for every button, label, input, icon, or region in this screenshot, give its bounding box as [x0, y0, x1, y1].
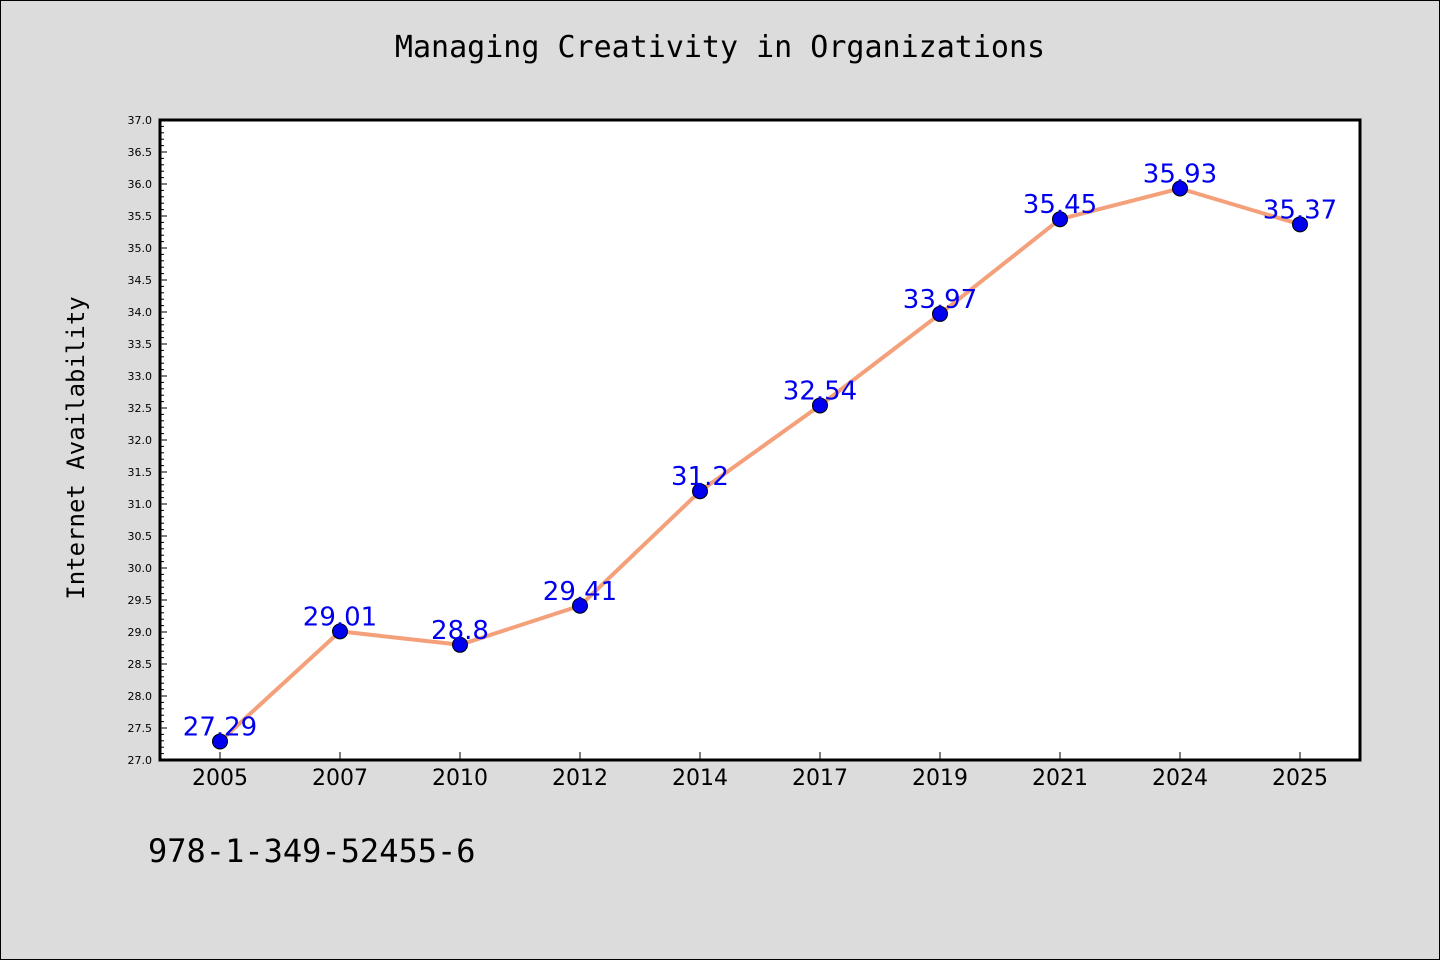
data-label: 35.45: [1023, 190, 1097, 220]
y-tick-label: 30.0: [128, 562, 153, 575]
data-point: [452, 636, 468, 653]
y-tick-label: 35.5: [128, 210, 153, 223]
data-point: [812, 397, 828, 414]
plot-area: [158, 118, 1362, 762]
y-tick-label: 32.5: [128, 402, 153, 415]
data-point: [212, 733, 228, 750]
y-tick-label: 28.5: [128, 658, 153, 671]
x-tick-label: 2025: [1272, 766, 1328, 791]
y-tick-label: 36.5: [128, 146, 153, 159]
x-tick-label: 2014: [672, 766, 728, 791]
data-label: 35.37: [1263, 195, 1337, 225]
data-point: [1172, 180, 1188, 197]
y-tick-label: 32.0: [128, 434, 153, 447]
y-tick-label: 36.0: [128, 178, 153, 191]
x-tick-label: 2007: [312, 766, 368, 791]
x-tick-label: 2024: [1152, 766, 1208, 791]
data-point: [1052, 211, 1068, 228]
y-tick-label: 34.5: [128, 274, 153, 287]
data-point: [572, 597, 588, 614]
y-tick-label: 30.5: [128, 530, 153, 543]
data-label: 33.97: [903, 285, 977, 315]
y-tick-label: 33.5: [128, 338, 153, 351]
x-tick-label: 2019: [912, 766, 968, 791]
data-point: [1292, 216, 1308, 233]
data-labels: 27.29 29.01 28.8 29.41 31.2 32.54 33.97 35.45 35…: [183, 159, 1337, 742]
chart-title: Managing Creativity in Organizations: [394, 30, 1046, 65]
y-axis: 27.0 27.5 28.0 28.5 29.0 29.5 30.0 30.5 31.0 31.5…: [128, 114, 167, 767]
data-label: 32.54: [783, 376, 857, 406]
x-tick-label: 2005: [192, 766, 248, 791]
data-label: 29.01: [303, 602, 377, 632]
x-tick-label: 2021: [1032, 766, 1088, 791]
data-point: [692, 483, 708, 500]
series: [218, 186, 1302, 744]
isbn-text: 978-1-349-52455-6: [148, 832, 476, 870]
data-label: 31.2: [671, 462, 729, 492]
series-line: [218, 186, 1302, 744]
y-tick-label: 31.0: [128, 498, 153, 511]
y-tick-label: 29.5: [128, 594, 153, 607]
y-tick-label: 31.5: [128, 466, 153, 479]
y-tick-label: 33.0: [128, 370, 153, 383]
y-tick-label: 28.0: [128, 690, 153, 703]
data-point: [932, 305, 948, 322]
data-label: 27.29: [183, 712, 257, 742]
data-label: 28.8: [431, 616, 489, 646]
data-label: 35.93: [1143, 159, 1217, 189]
data-label: 29.41: [543, 577, 617, 607]
y-tick-label: 37.0: [128, 114, 153, 127]
x-tick-label: 2010: [432, 766, 488, 791]
y-tick-label: 35.0: [128, 242, 153, 255]
y-tick-label: 27.0: [128, 754, 153, 767]
x-tick-label: 2017: [792, 766, 848, 791]
data-points: [212, 180, 1308, 750]
y-tick-label: 27.5: [128, 722, 153, 735]
data-point: [332, 623, 348, 640]
y-tick-label: 34.0: [128, 306, 153, 319]
x-tick-label: 2012: [552, 766, 608, 791]
y-tick-label: 29.0: [128, 626, 153, 639]
x-axis: 2005 2007 2010 2012 2014 2017 2019 2021 2024 2025: [192, 752, 1328, 791]
